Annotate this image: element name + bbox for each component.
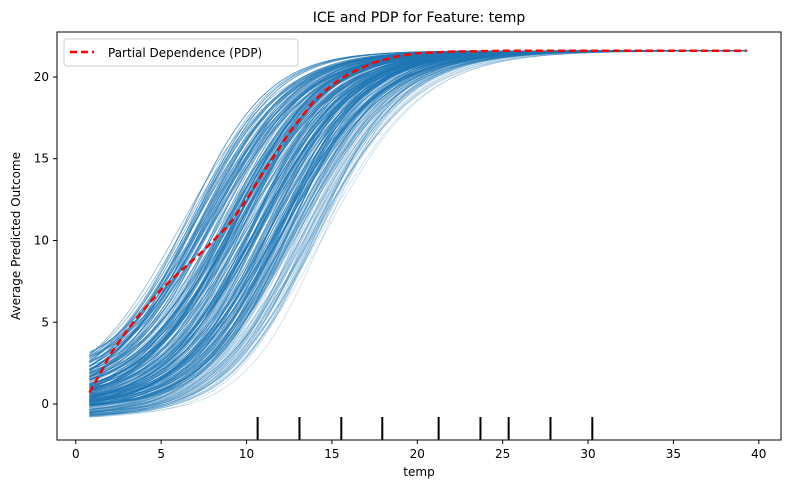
y-tick-label: 15	[34, 152, 49, 166]
pdp-series	[88, 49, 747, 394]
y-axis: 0 5 10 15 20	[34, 70, 57, 411]
x-axis-label: temp	[403, 465, 434, 479]
legend: Partial Dependence (PDP)	[63, 38, 299, 67]
y-tick-label: 10	[34, 233, 49, 247]
y-axis-label: Average Predicted Outcome	[9, 152, 23, 320]
ice-line	[89, 50, 746, 395]
x-axis: 0 5 10 15 20 25 30 35 40	[72, 440, 766, 461]
legend-pdp-label: Partial Dependence (PDP)	[108, 46, 262, 60]
rug-ticks	[256, 417, 594, 440]
ice-line	[89, 50, 746, 396]
ice-lines	[89, 50, 746, 418]
y-tick-label: 0	[41, 397, 49, 411]
y-tick-label: 5	[41, 315, 49, 329]
ice-line	[89, 50, 746, 373]
x-tick-label: 30	[580, 447, 595, 461]
ice-line	[89, 50, 746, 363]
x-tick-label: 40	[751, 447, 766, 461]
x-tick-label: 20	[410, 447, 425, 461]
x-tick-label: 10	[239, 447, 254, 461]
legend-box	[63, 38, 299, 67]
ice-line	[89, 50, 746, 364]
x-tick-label: 25	[495, 447, 510, 461]
ice-line	[89, 50, 746, 363]
y-tick-label: 20	[34, 70, 49, 84]
ice-line	[89, 50, 746, 373]
ice-line	[89, 50, 746, 364]
x-tick-label: 0	[72, 447, 80, 461]
x-tick-label: 15	[324, 447, 339, 461]
x-tick-label: 5	[157, 447, 165, 461]
ice-line	[89, 50, 746, 396]
axes-frame	[56, 31, 782, 441]
ice-line	[89, 50, 746, 363]
x-tick-label: 35	[666, 447, 681, 461]
pdp-line	[88, 49, 747, 394]
chart-title: ICE and PDP for Feature: temp	[313, 10, 526, 26]
